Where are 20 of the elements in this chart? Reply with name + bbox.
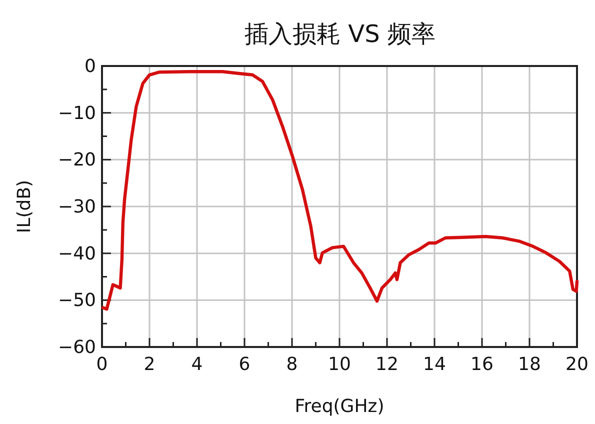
- x-tick-label: 14: [423, 354, 446, 375]
- x-tick-label: 8: [286, 354, 298, 375]
- x-tick-label: 10: [328, 354, 351, 375]
- y-axis-title: IL(dB): [14, 180, 35, 234]
- x-axis-title: Freq(GHz): [294, 396, 384, 417]
- x-tick-label: 18: [518, 354, 541, 375]
- y-tick-label: −20: [58, 150, 96, 171]
- chart-title: 插入损耗 VS 频率: [244, 20, 436, 48]
- y-tick-label: −50: [58, 290, 96, 312]
- x-tick-label: 6: [238, 354, 250, 375]
- y-tick-label: 0: [84, 56, 96, 77]
- x-tick-label: 4: [191, 354, 203, 375]
- x-tick-label: 2: [144, 354, 156, 375]
- x-tick-label: 12: [376, 354, 398, 375]
- y-tick-label: −40: [58, 243, 96, 264]
- y-tick-label: −60: [58, 337, 96, 358]
- x-tick-label: 20: [566, 354, 588, 375]
- x-tick-label: 16: [470, 354, 494, 375]
- y-tick-label: −30: [58, 196, 96, 218]
- y-tick-label: −10: [58, 102, 96, 124]
